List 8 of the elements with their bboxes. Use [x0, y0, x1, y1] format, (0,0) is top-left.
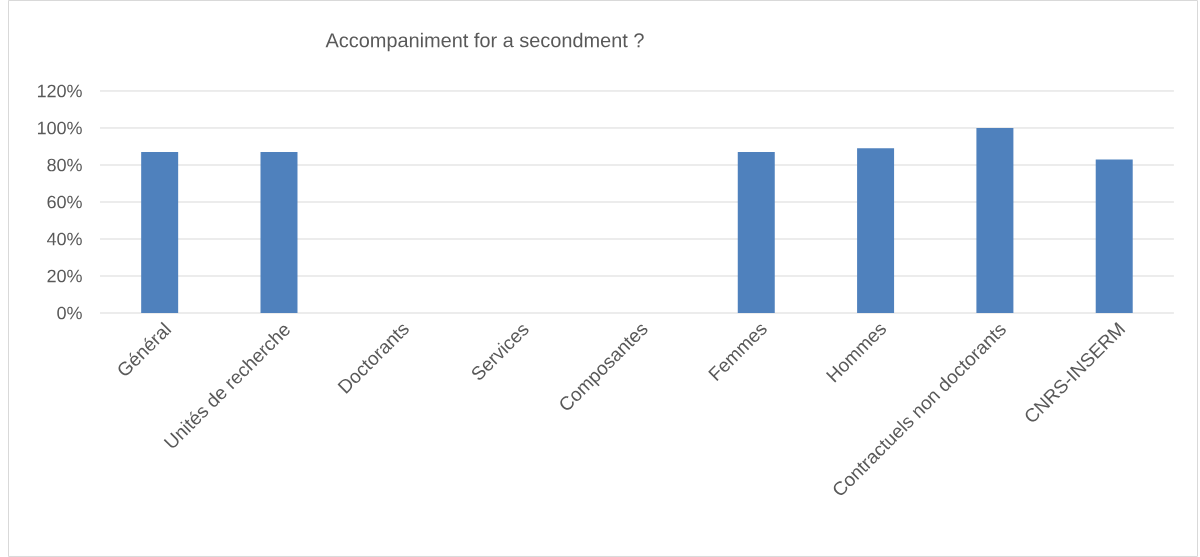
y-tick-label: 20%	[47, 269, 82, 283]
chart-title: Accompaniment for a secondment ?	[325, 32, 644, 52]
y-tick-label: 80%	[47, 158, 82, 172]
y-tick-label: 0%	[57, 306, 82, 320]
y-tick-label: 100%	[37, 121, 82, 135]
y-tick-label: 120%	[37, 84, 82, 98]
y-tick-label: 60%	[47, 195, 82, 209]
y-tick-label: 40%	[47, 232, 82, 246]
